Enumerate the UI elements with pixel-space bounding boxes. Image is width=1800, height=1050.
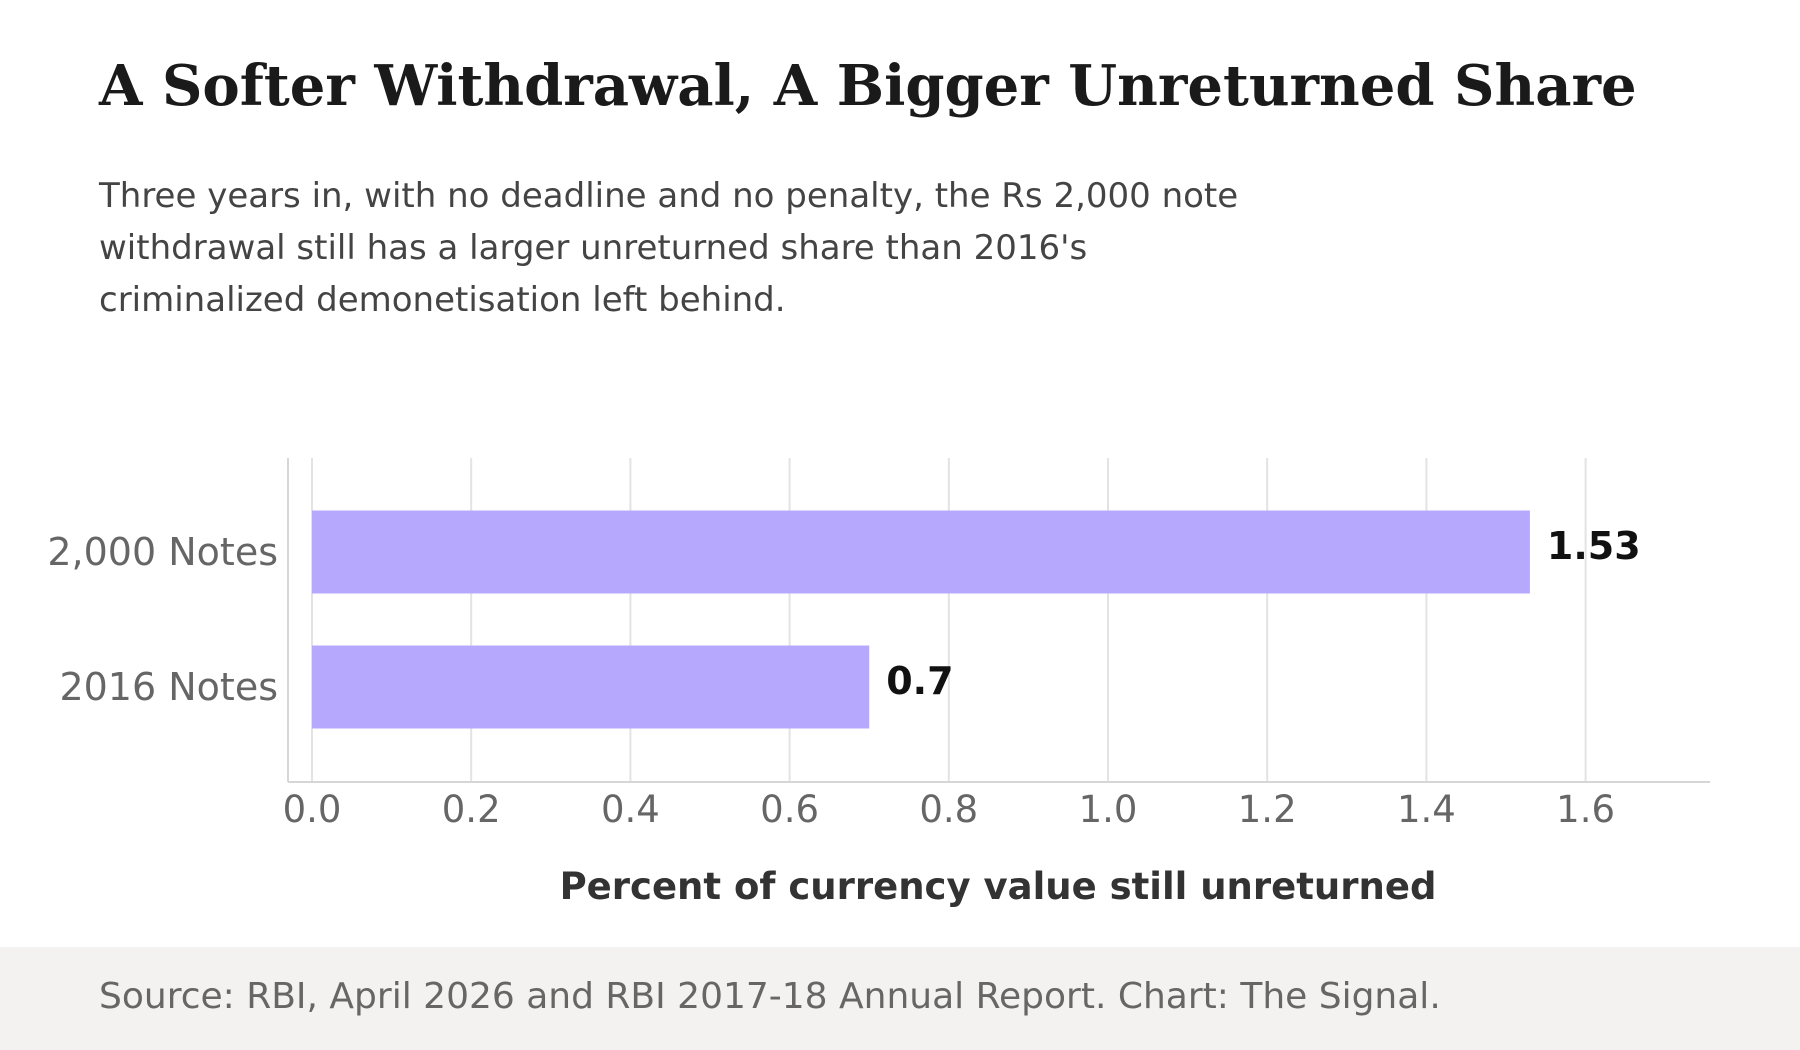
- x-tick-label: 0.8: [919, 788, 978, 831]
- x-tick-label: 0.0: [283, 788, 342, 831]
- x-tick-label: 1.2: [1238, 788, 1297, 831]
- labels: 0.0 0.2 0.4 0.6 0.8 1.0 1.2 1.4 1.6 2,000 Notes 1.…: [47, 524, 1640, 831]
- subtitle-line-1: Three years in, with no deadline and no …: [99, 176, 1239, 216]
- subtitle-line-2: withdrawal still has a larger unreturned…: [99, 228, 1088, 268]
- x-tick-label: 0.2: [442, 788, 501, 831]
- x-tick-label: 0.6: [760, 788, 819, 831]
- x-tick-label: 1.0: [1079, 788, 1138, 831]
- chart-title: A Softer Withdrawal, A Bigger Unreturned…: [99, 53, 1637, 119]
- y-category-label: 2,000 Notes: [47, 530, 278, 574]
- footer: Source: RBI, April 2026 and RBI 2017-18 …: [0, 947, 1800, 1050]
- bar: [312, 510, 1530, 594]
- bar-value-label: 1.53: [1547, 524, 1641, 568]
- x-tick-label: 1.6: [1556, 788, 1615, 831]
- x-tick-label: 0.4: [601, 788, 660, 831]
- bar: [312, 645, 870, 729]
- bar-value-label: 0.7: [886, 659, 953, 703]
- axes: [287, 458, 1710, 783]
- gridlines: [311, 458, 1587, 782]
- chart-subtitle: Three years in, with no deadline and no …: [99, 170, 1399, 326]
- bars: [312, 510, 1530, 729]
- y-category-label: 2016 Notes: [59, 665, 278, 709]
- x-axis-title: Percent of currency value still unreturn…: [560, 865, 1437, 908]
- x-tick-label: 1.4: [1397, 788, 1456, 831]
- bar-chart: 0.0 0.2 0.4 0.6 0.8 1.0 1.2 1.4 1.6 2,000 Notes 1.…: [47, 458, 1710, 908]
- source-note: Source: RBI, April 2026 and RBI 2017-18 …: [99, 976, 1441, 1017]
- subtitle-line-3: criminalized demonetisation left behind.: [99, 280, 786, 320]
